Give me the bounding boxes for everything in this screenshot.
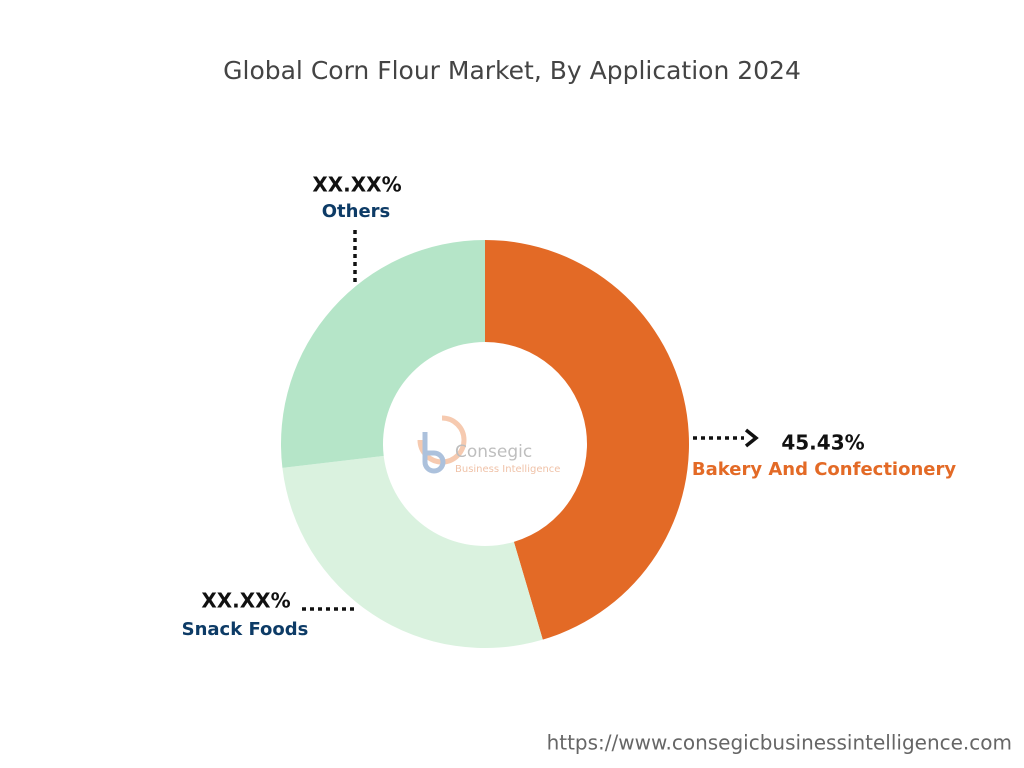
category-label: Snack Foods xyxy=(182,619,309,640)
value-label: XX.XX% xyxy=(312,173,401,197)
category-label: Others xyxy=(322,201,391,222)
category-label: Bakery And Confectionery xyxy=(692,459,956,480)
slice xyxy=(281,240,485,468)
value-label: XX.XX% xyxy=(201,589,290,613)
labels: 45.43% Bakery And Confectionery XX.XX% Snac… xyxy=(182,173,957,641)
chart-title: Global Corn Flour Market, By Application… xyxy=(223,56,801,85)
watermark: Consegic Business Intelligence xyxy=(417,415,560,475)
logo-b xyxy=(422,432,446,474)
footer-url: https://www.consegicbusinessintelligence… xyxy=(547,731,1012,755)
value-label: 45.43% xyxy=(781,431,864,455)
slice xyxy=(282,455,543,649)
watermark-name: Consegic xyxy=(455,442,532,462)
watermark-tagline: Business Intelligence xyxy=(455,464,560,475)
donut xyxy=(281,240,690,649)
slice xyxy=(485,240,690,640)
leader-arrow xyxy=(744,428,759,448)
